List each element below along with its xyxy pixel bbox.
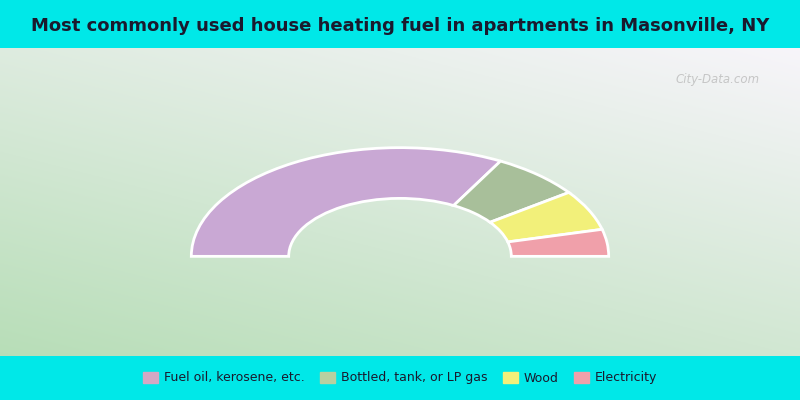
Wedge shape	[454, 161, 569, 222]
Text: City-Data.com: City-Data.com	[676, 73, 760, 86]
Wedge shape	[191, 148, 501, 256]
Text: Most commonly used house heating fuel in apartments in Masonville, NY: Most commonly used house heating fuel in…	[31, 17, 769, 35]
Legend: Fuel oil, kerosene, etc., Bottled, tank, or LP gas, Wood, Electricity: Fuel oil, kerosene, etc., Bottled, tank,…	[138, 366, 662, 390]
Wedge shape	[508, 229, 609, 256]
Wedge shape	[490, 192, 602, 242]
